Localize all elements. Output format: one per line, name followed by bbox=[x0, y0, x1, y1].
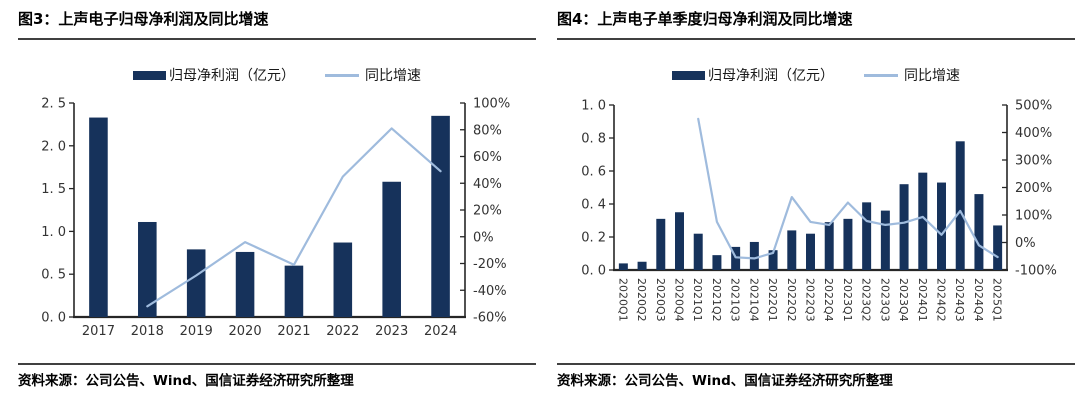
svg-text:0. 4: 0. 4 bbox=[581, 198, 606, 213]
svg-text:-20%: -20% bbox=[473, 257, 507, 272]
svg-text:0. 8: 0. 8 bbox=[581, 132, 606, 147]
figure-3-source-rule bbox=[18, 363, 536, 365]
line-legend-swatch bbox=[864, 73, 898, 77]
svg-text:2024Q2: 2024Q2 bbox=[935, 278, 948, 322]
svg-text:2. 5: 2. 5 bbox=[41, 97, 66, 112]
figure-3-title: 图3：上声电子归母净利润及同比增速 bbox=[18, 10, 269, 28]
svg-text:2020Q1: 2020Q1 bbox=[616, 278, 629, 322]
svg-text:0. 2: 0. 2 bbox=[581, 231, 606, 246]
svg-text:0. 6: 0. 6 bbox=[581, 165, 606, 180]
svg-text:2025Q1: 2025Q1 bbox=[991, 278, 1004, 322]
svg-text:20%: 20% bbox=[473, 204, 502, 219]
figure-4-chart: 0. 0 0. 2 0. 4 0. 6 0. 8 1. 0 -100% 0% 100% 200% 3… bbox=[581, 99, 1057, 322]
svg-text:2017: 2017 bbox=[82, 324, 115, 339]
svg-text:2019: 2019 bbox=[180, 324, 213, 339]
svg-text:2021Q3: 2021Q3 bbox=[729, 278, 742, 322]
svg-text:500%: 500% bbox=[1015, 99, 1052, 114]
svg-text:2018: 2018 bbox=[131, 324, 164, 339]
figure-3-panel: 图3：上声电子归母净利润及同比增速 归母净利润（亿元） 同比增速 0. 0 0. … bbox=[18, 6, 536, 406]
figure-3-source-note: 资料来源：公司公告、Wind、国信证券经济研究所整理 bbox=[18, 373, 354, 389]
svg-text:200%: 200% bbox=[1015, 181, 1052, 196]
svg-text:2021Q2: 2021Q2 bbox=[710, 278, 723, 322]
svg-text:2023Q4: 2023Q4 bbox=[897, 278, 910, 322]
figure-4-title-rule bbox=[557, 38, 1075, 40]
line-legend-label: 同比增速 bbox=[365, 68, 421, 84]
figure-4-source-note: 资料来源：公司公告、Wind、国信证券经济研究所整理 bbox=[557, 373, 893, 389]
svg-text:2024Q4: 2024Q4 bbox=[972, 278, 985, 322]
svg-text:2022Q1: 2022Q1 bbox=[766, 278, 779, 322]
svg-text:60%: 60% bbox=[473, 150, 502, 165]
figure-4-legend: 归母净利润（亿元） 同比增速 bbox=[557, 65, 1075, 85]
svg-text:2020Q2: 2020Q2 bbox=[635, 278, 648, 322]
svg-text:0%: 0% bbox=[473, 230, 494, 245]
bar-legend-label: 归母净利润（亿元） bbox=[708, 68, 834, 84]
svg-text:2023Q1: 2023Q1 bbox=[841, 278, 854, 322]
figure-3-title-rule bbox=[18, 38, 536, 40]
svg-text:2024Q3: 2024Q3 bbox=[953, 278, 966, 322]
line-legend-label: 同比增速 bbox=[904, 68, 960, 84]
svg-text:-40%: -40% bbox=[473, 284, 507, 299]
figure-3-chart: 0. 0 0. 5 1. 0 1. 5 2. 0 2. 5 -60% -40% -20% 0% 20… bbox=[41, 97, 510, 340]
figure-4-source-rule bbox=[557, 363, 1075, 365]
svg-text:1. 0: 1. 0 bbox=[41, 225, 66, 240]
bar-legend-swatch bbox=[133, 70, 166, 80]
bar-legend-swatch bbox=[672, 70, 705, 80]
svg-text:2022: 2022 bbox=[326, 324, 359, 339]
svg-text:2021: 2021 bbox=[277, 324, 310, 339]
svg-text:2023: 2023 bbox=[375, 324, 408, 339]
svg-text:2021Q4: 2021Q4 bbox=[747, 278, 760, 322]
svg-text:2022Q4: 2022Q4 bbox=[822, 278, 835, 322]
svg-text:2020: 2020 bbox=[229, 324, 262, 339]
svg-text:2024Q1: 2024Q1 bbox=[916, 278, 929, 322]
svg-text:2020Q4: 2020Q4 bbox=[673, 278, 686, 322]
figure-4-title: 图4：上声电子单季度归母净利润及同比增速 bbox=[557, 10, 853, 28]
svg-text:100%: 100% bbox=[473, 97, 510, 112]
svg-text:80%: 80% bbox=[473, 123, 502, 138]
svg-text:2023Q2: 2023Q2 bbox=[860, 278, 873, 322]
svg-text:2024: 2024 bbox=[424, 324, 457, 339]
svg-text:100%: 100% bbox=[1015, 209, 1052, 224]
svg-text:-100%: -100% bbox=[1015, 264, 1057, 279]
svg-text:400%: 400% bbox=[1015, 126, 1052, 141]
svg-text:300%: 300% bbox=[1015, 154, 1052, 169]
svg-text:1. 0: 1. 0 bbox=[581, 99, 606, 114]
svg-text:2020Q3: 2020Q3 bbox=[654, 278, 667, 322]
svg-text:0. 0: 0. 0 bbox=[581, 264, 606, 279]
bar-legend-label: 归母净利润（亿元） bbox=[169, 68, 295, 84]
svg-text:1. 5: 1. 5 bbox=[41, 182, 66, 197]
svg-text:0. 0: 0. 0 bbox=[41, 311, 66, 326]
svg-text:0%: 0% bbox=[1015, 236, 1036, 251]
svg-text:-60%: -60% bbox=[473, 311, 507, 326]
svg-text:2. 0: 2. 0 bbox=[41, 139, 66, 154]
svg-text:2021Q1: 2021Q1 bbox=[691, 278, 704, 322]
svg-text:2022Q3: 2022Q3 bbox=[804, 278, 817, 322]
figure-3-legend: 归母净利润（亿元） 同比增速 bbox=[18, 65, 536, 85]
svg-text:40%: 40% bbox=[473, 177, 502, 192]
figure-4-panel: 图4：上声电子单季度归母净利润及同比增速 归母净利润（亿元） 同比增速 0. 0… bbox=[557, 6, 1075, 406]
svg-text:2022Q2: 2022Q2 bbox=[785, 278, 798, 322]
svg-text:2023Q3: 2023Q3 bbox=[878, 278, 891, 322]
svg-text:0. 5: 0. 5 bbox=[41, 268, 66, 283]
line-legend-swatch bbox=[325, 73, 359, 77]
